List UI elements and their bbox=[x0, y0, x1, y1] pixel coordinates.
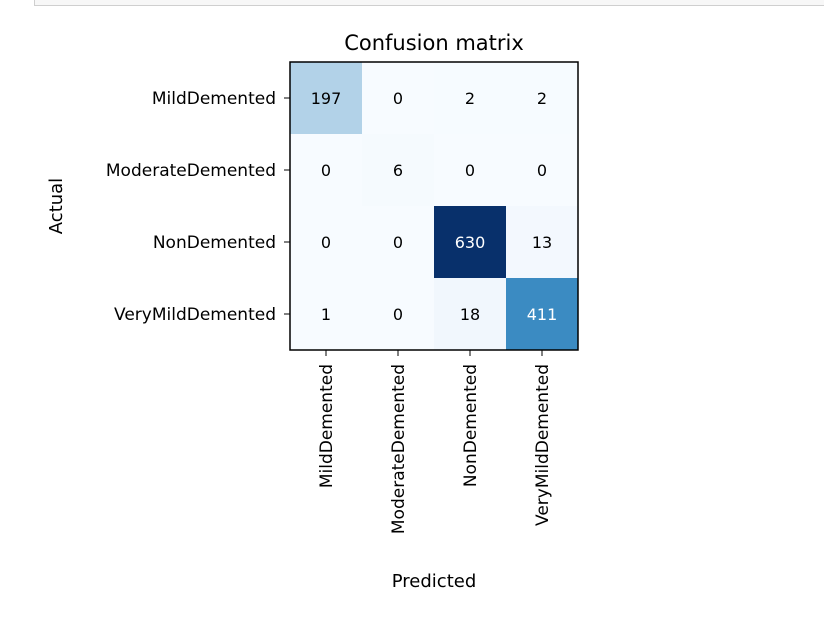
heatmap-cell bbox=[434, 134, 507, 207]
heatmap-cell bbox=[290, 278, 363, 351]
x-axis-label: Predicted bbox=[392, 571, 477, 592]
heatmap-cell bbox=[362, 206, 435, 279]
plot-frame bbox=[289, 61, 579, 351]
heatmap-cell-labels: 197 0 2 2 0 6 0 0 0 0 630 13 1 0 18 411 bbox=[311, 89, 558, 324]
x-axis-ticks: MildDemented ModerateDemented NonDemented V… bbox=[317, 350, 553, 534]
chart-title: Confusion matrix bbox=[344, 31, 524, 55]
heatmap-cell bbox=[434, 206, 507, 279]
heatmap-cell-value: 630 bbox=[455, 233, 486, 252]
heatmap-cell-value: 0 bbox=[393, 305, 403, 324]
heatmap-cell-value: 18 bbox=[460, 305, 480, 324]
heatmap-cell bbox=[290, 134, 363, 207]
heatmap-cell bbox=[506, 206, 579, 279]
heatmap-cell-value: 0 bbox=[537, 161, 547, 180]
heatmap-cell bbox=[362, 278, 435, 351]
y-tick-label: NonDemented bbox=[153, 233, 276, 253]
heatmap-cell bbox=[506, 278, 579, 351]
y-tick-label: VeryMildDemented bbox=[114, 305, 276, 325]
heatmap-cell bbox=[506, 134, 579, 207]
heatmap-cell bbox=[506, 62, 579, 135]
x-tick-label: NonDemented bbox=[461, 364, 481, 487]
heatmap-cell-value: 2 bbox=[537, 89, 547, 108]
x-tick-label: VeryMildDemented bbox=[533, 364, 553, 526]
heatmap-cells bbox=[290, 62, 579, 351]
x-tick-label: ModerateDemented bbox=[389, 364, 409, 534]
heatmap-cell-value: 0 bbox=[393, 233, 403, 252]
heatmap-cell bbox=[434, 278, 507, 351]
y-axis-ticks: MildDemented ModerateDemented NonDemented V… bbox=[106, 89, 290, 325]
heatmap-cell-value: 0 bbox=[321, 233, 331, 252]
heatmap-cell-value: 411 bbox=[527, 305, 558, 324]
y-tick-label: MildDemented bbox=[152, 89, 276, 109]
heatmap-cell-value: 0 bbox=[465, 161, 475, 180]
heatmap-cell bbox=[362, 134, 435, 207]
x-tick-label: MildDemented bbox=[317, 364, 337, 488]
heatmap-cell-value: 0 bbox=[321, 161, 331, 180]
heatmap-cell bbox=[290, 206, 363, 279]
heatmap-cell-value: 2 bbox=[465, 89, 475, 108]
heatmap-cell-value: 0 bbox=[393, 89, 403, 108]
heatmap-cell-value: 1 bbox=[321, 305, 331, 324]
heatmap-cell-value: 197 bbox=[311, 89, 342, 108]
heatmap-cell-value: 13 bbox=[532, 233, 552, 252]
y-tick-label: ModerateDemented bbox=[106, 161, 276, 181]
notebook-cell-edge bbox=[34, 0, 824, 6]
heatmap-cell bbox=[434, 62, 507, 135]
y-axis-label: Actual bbox=[46, 178, 67, 234]
heatmap-cell bbox=[362, 62, 435, 135]
heatmap-cell-value: 6 bbox=[393, 161, 403, 180]
heatmap-cell bbox=[290, 62, 363, 135]
